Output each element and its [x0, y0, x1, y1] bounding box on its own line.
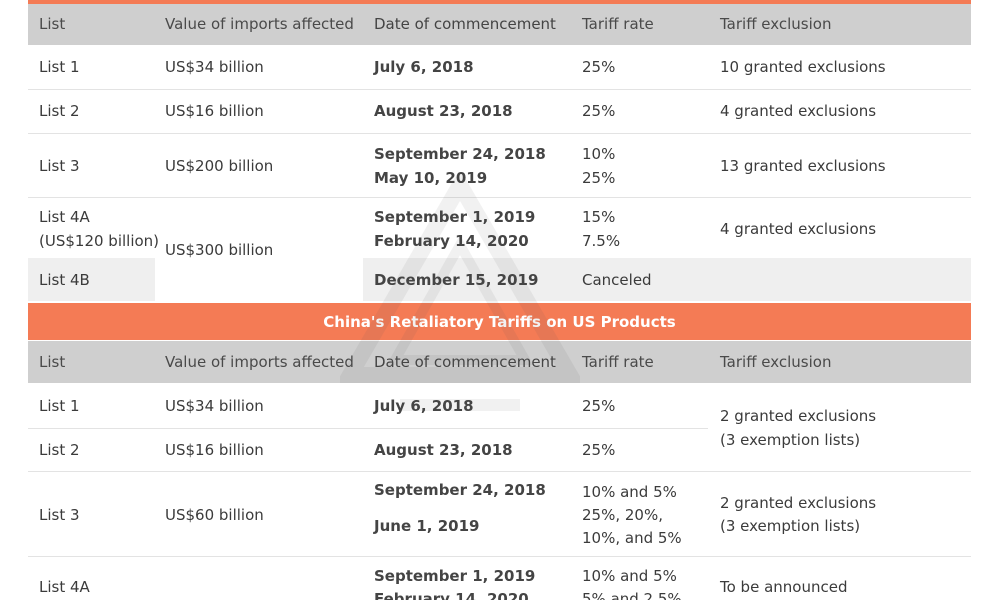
date-cell: August 23, 2018 — [374, 102, 513, 120]
rate-cell: 15% — [582, 208, 616, 226]
table-row: List 1 US$34 billion July 6, 2018 25% 10… — [28, 45, 971, 89]
row-divider — [28, 89, 971, 90]
header-list: List — [39, 353, 66, 371]
exclusion-cell: 2 granted exclusions — [720, 494, 877, 512]
date-cell: September 1, 2019 — [374, 208, 536, 226]
rate-cell: 25% — [582, 441, 616, 459]
list-cell: List 4B — [39, 271, 90, 289]
list-cell: List 4A — [39, 578, 90, 596]
date-cell: September 1, 2019 — [374, 567, 536, 585]
table-row: List 3 US$60 billion September 24, 2018 … — [28, 472, 971, 556]
rate-cell: 25% — [582, 169, 616, 187]
list-cell: List 2 — [39, 441, 80, 459]
value-cell: US$34 billion — [165, 397, 264, 415]
row-divider — [28, 471, 971, 472]
china-table-title-text: China's Retaliatory Tariffs on US Produc… — [323, 312, 676, 331]
list-subcell: (US$120 billion) — [39, 232, 160, 250]
header-value: Value of imports affected — [165, 15, 354, 33]
row-divider — [28, 197, 971, 198]
row-shade — [363, 258, 971, 301]
table-row: List 4B December 15, 2019 Canceled — [28, 258, 971, 301]
rate-cell: Canceled — [582, 271, 652, 289]
exclusion-cell: 10 granted exclusions — [720, 58, 886, 76]
date-cell: May 10, 2019 — [374, 169, 488, 187]
value-cell-merged: US$300 billion — [165, 241, 274, 259]
exclusion-cell-merged: 2 granted exclusions — [720, 407, 877, 425]
value-cell: US$16 billion — [165, 102, 264, 120]
list-cell: List 4A — [39, 208, 90, 226]
exclusion-cell: (3 exemption lists) — [720, 517, 861, 535]
table-row: List 4A September 1, 2019 February 14, 2… — [28, 557, 971, 600]
list-cell: List 3 — [39, 506, 80, 524]
list-cell: List 3 — [39, 157, 80, 175]
header-value: Value of imports affected — [165, 353, 354, 371]
date-cell: February 14, 2020 — [374, 590, 529, 600]
header-exclusion: Tariff exclusion — [720, 353, 832, 371]
rate-cell: 25% — [582, 102, 616, 120]
date-cell: December 15, 2019 — [374, 271, 539, 289]
exclusion-cell: 4 granted exclusions — [720, 220, 877, 238]
header-date: Date of commencement — [374, 15, 556, 33]
rate-cell: 7.5% — [582, 232, 621, 250]
rate-cell: 10% — [582, 145, 616, 163]
table-row: List 3 US$200 billion September 24, 2018… — [28, 134, 971, 197]
china-table-title: China's Retaliatory Tariffs on US Produc… — [28, 303, 971, 340]
value-cell: US$60 billion — [165, 506, 264, 524]
row-divider — [28, 428, 708, 429]
header-date: Date of commencement — [374, 353, 556, 371]
exclusion-cell-merged: (3 exemption lists) — [720, 431, 861, 449]
date-cell: June 1, 2019 — [374, 517, 480, 535]
value-cell: US$200 billion — [165, 157, 274, 175]
exclusion-cell: 4 granted exclusions — [720, 102, 877, 120]
table-row: List 2 US$16 billion August 23, 2018 25% — [28, 429, 971, 471]
date-cell: February 14, 2020 — [374, 232, 529, 250]
exclusion-cell: To be announced — [720, 578, 848, 596]
date-cell: September 24, 2018 — [374, 145, 546, 163]
list-cell: List 2 — [39, 102, 80, 120]
header-list: List — [39, 15, 66, 33]
date-cell: July 6, 2018 — [374, 397, 474, 415]
rate-cell: 25%, 20%, — [582, 506, 663, 524]
row-divider — [28, 556, 971, 557]
rate-cell: 5% and 2.5% — [582, 590, 682, 600]
rate-cell: 10% and 5% — [582, 483, 677, 501]
header-exclusion: Tariff exclusion — [720, 15, 832, 33]
top-title-bar-edge — [28, 0, 971, 4]
table-row: List 4A (US$120 billion) September 1, 20… — [28, 198, 971, 258]
row-shade — [28, 258, 155, 301]
value-cell: US$34 billion — [165, 58, 264, 76]
china-table-header: List Value of imports affected Date of c… — [28, 341, 971, 383]
date-cell: September 24, 2018 — [374, 481, 546, 499]
header-rate: Tariff rate — [582, 353, 654, 371]
list-cell: List 1 — [39, 397, 80, 415]
rate-cell: 25% — [582, 397, 616, 415]
rate-cell: 25% — [582, 58, 616, 76]
rate-cell: 10%, and 5% — [582, 529, 682, 547]
row-divider — [28, 133, 971, 134]
date-cell: August 23, 2018 — [374, 441, 513, 459]
date-cell: July 6, 2018 — [374, 58, 474, 76]
exclusion-cell: 13 granted exclusions — [720, 157, 886, 175]
list-cell: List 1 — [39, 58, 80, 76]
us-table-header: List Value of imports affected Date of c… — [28, 4, 971, 45]
rate-cell: 10% and 5% — [582, 567, 677, 585]
table-row: List 2 US$16 billion August 23, 2018 25%… — [28, 90, 971, 133]
value-cell: US$16 billion — [165, 441, 264, 459]
table-row: List 1 US$34 billion July 6, 2018 25% — [28, 384, 971, 428]
header-rate: Tariff rate — [582, 15, 654, 33]
